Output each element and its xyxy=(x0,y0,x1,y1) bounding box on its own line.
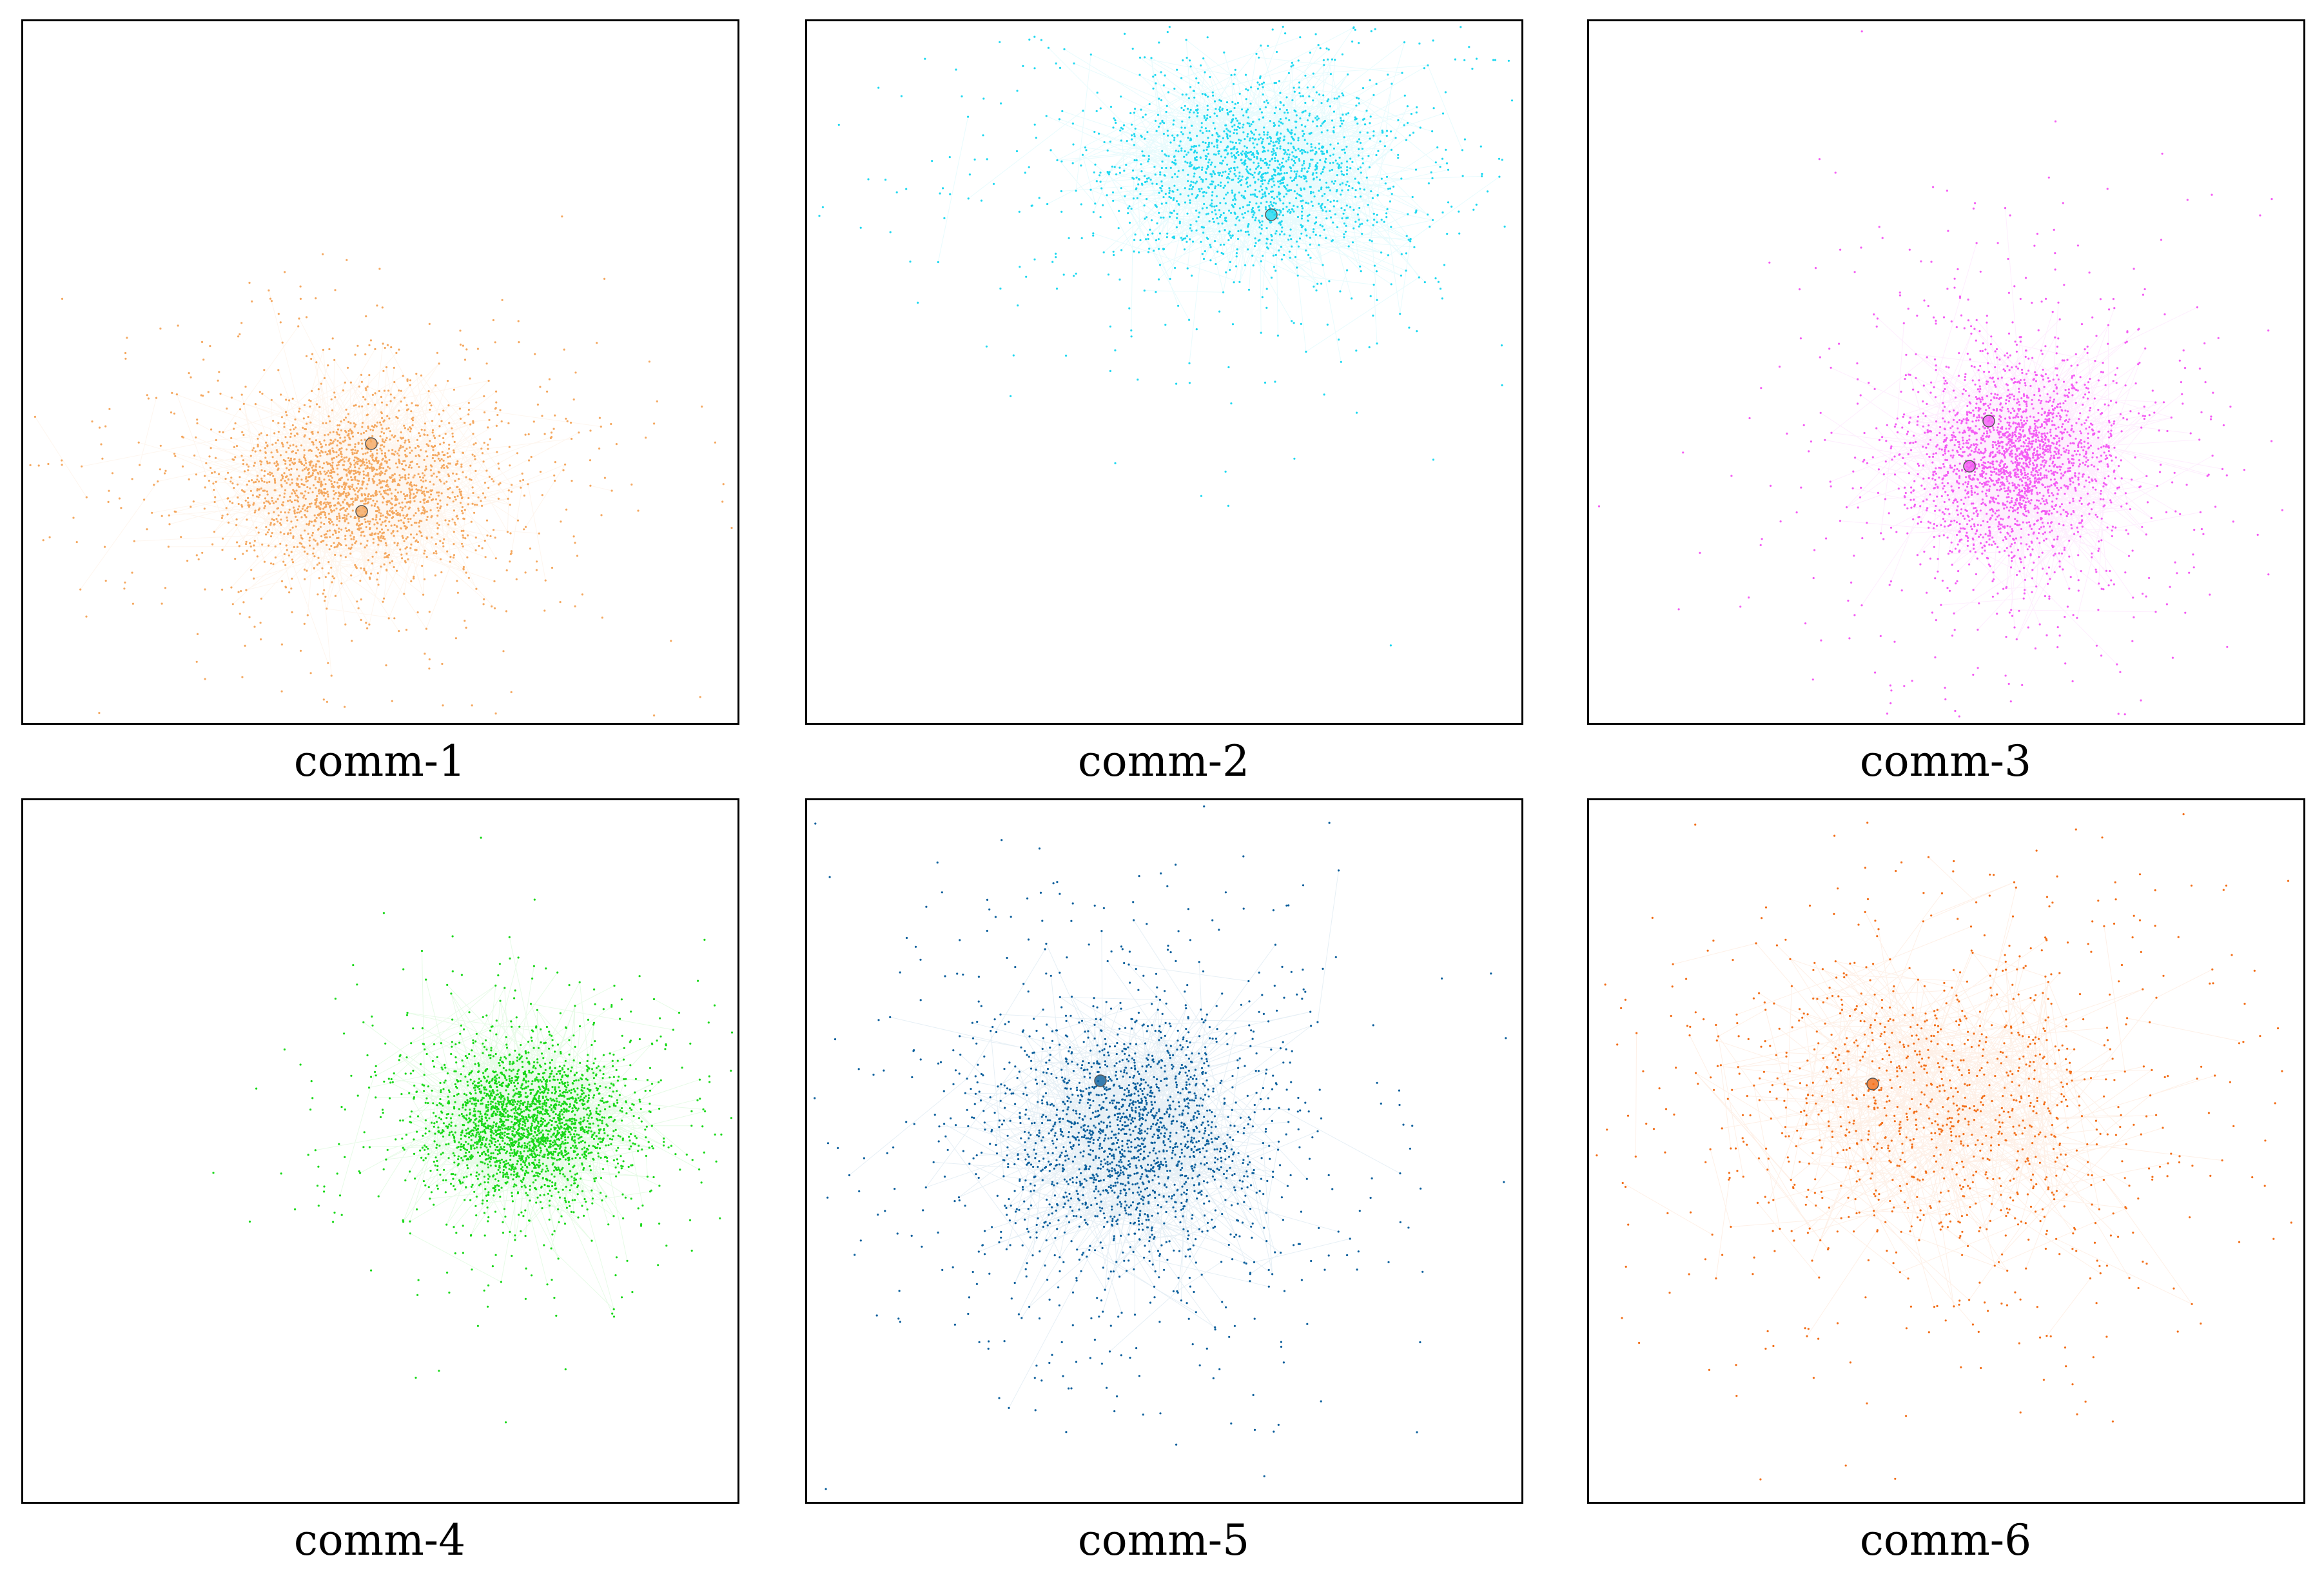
network-nodes xyxy=(818,25,1514,647)
hub-node xyxy=(365,437,378,450)
panel-caption-comm-2: comm-2 xyxy=(1077,736,1250,786)
panel-caption-comm-3: comm-3 xyxy=(1859,736,2032,786)
network-edges xyxy=(849,870,1401,1408)
hub-node xyxy=(1963,460,1976,473)
network-nodes xyxy=(1597,30,2283,718)
network-plot-comm-6 xyxy=(1587,798,2305,1504)
hub-node xyxy=(1094,1074,1107,1087)
panel-caption-comm-6: comm-6 xyxy=(1859,1515,2032,1565)
network-plot-comm-4 xyxy=(21,798,739,1504)
panel-caption-comm-1: comm-1 xyxy=(293,736,466,786)
panel-caption-comm-5: comm-5 xyxy=(1077,1515,1250,1565)
network-plot-comm-3 xyxy=(1587,19,2305,725)
network-plot-comm-5 xyxy=(805,798,1523,1504)
hub-node xyxy=(1866,1078,1879,1090)
hub-node xyxy=(1265,208,1278,221)
network-edges xyxy=(1820,208,2223,665)
hub-node xyxy=(1982,415,1995,428)
network-edges xyxy=(937,26,1500,364)
network-plot-comm-1 xyxy=(21,19,739,725)
network-edges xyxy=(34,290,612,676)
network-edges xyxy=(1622,856,2243,1337)
network-nodes xyxy=(212,836,734,1424)
network-plot-comm-2 xyxy=(805,19,1523,725)
hub-node xyxy=(355,505,368,518)
network-edges xyxy=(315,937,705,1314)
panel-caption-comm-4: comm-4 xyxy=(293,1515,466,1565)
